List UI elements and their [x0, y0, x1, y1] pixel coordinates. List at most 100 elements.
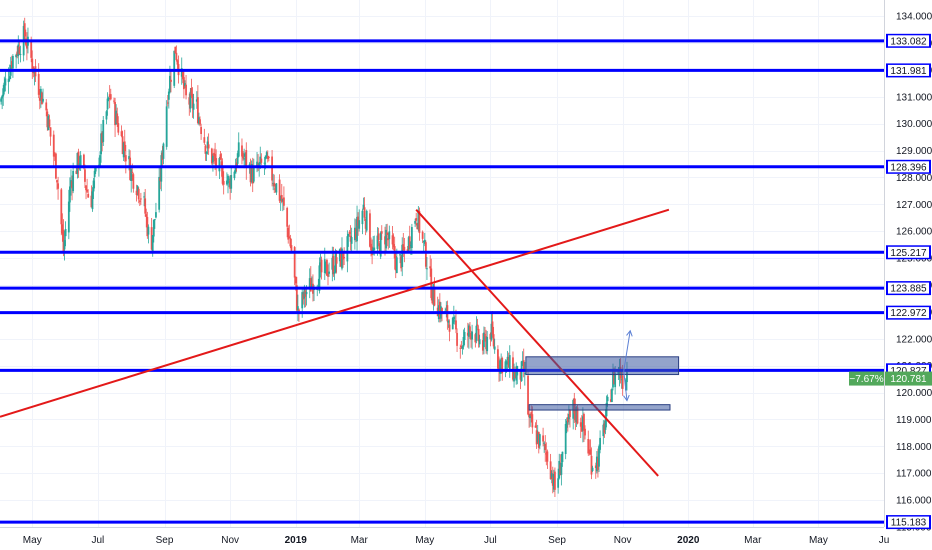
candle-body [332, 255, 335, 275]
candle-body [485, 336, 487, 350]
projection-arrows[interactable] [623, 329, 633, 402]
candle-body [249, 165, 252, 183]
candle-body [15, 54, 18, 58]
horizontal-levels[interactable] [0, 39, 884, 524]
candle-body [117, 123, 120, 133]
candle-body [86, 189, 89, 192]
candle-body [429, 266, 432, 269]
candle-body [410, 227, 413, 249]
candle-body [543, 442, 546, 444]
candle-body [349, 235, 352, 242]
level-badge-inner [888, 35, 929, 47]
candle-body [151, 235, 154, 252]
candle-body [620, 379, 623, 381]
candle-body [200, 127, 203, 134]
candle-body [220, 161, 223, 166]
candle-body [530, 412, 533, 417]
candle-body [67, 201, 70, 233]
candle-body [228, 178, 230, 180]
candle-body [205, 152, 208, 154]
candle-body [42, 98, 44, 102]
candle-body [271, 156, 273, 181]
candle-body [170, 79, 172, 82]
candlestick-series [0, 17, 628, 498]
candle-body [241, 145, 243, 157]
candle-body [8, 76, 11, 80]
candle-body [364, 218, 367, 229]
candle-body [259, 156, 262, 164]
candle-body [144, 198, 147, 214]
y-tick-label: 130.000 [896, 119, 932, 130]
candle-body [551, 476, 554, 486]
candle-body [309, 278, 312, 292]
zone-rect[interactable] [525, 356, 680, 376]
candle-body [137, 188, 140, 200]
candle-body [371, 246, 373, 255]
arrow-head[interactable] [626, 329, 633, 337]
candle-body [93, 170, 96, 177]
trend-lines[interactable] [0, 208, 670, 477]
candle-body [166, 102, 169, 104]
candle-body [612, 371, 614, 388]
candle-body [475, 325, 478, 341]
arrow-shaft[interactable] [623, 330, 631, 372]
candle-body [513, 369, 515, 382]
candle-body [386, 232, 389, 235]
candle-body [69, 186, 71, 203]
arrow-head[interactable] [623, 394, 630, 402]
candle-body [471, 331, 474, 340]
candle-body [512, 357, 514, 380]
candle-body [79, 155, 82, 166]
x-tick-label: 2019 [285, 535, 308, 546]
candle-body [409, 245, 412, 247]
candle-body [401, 244, 404, 268]
candle-body [78, 163, 81, 166]
candle-body [460, 345, 463, 347]
candle-body [244, 153, 247, 157]
candle-body [534, 425, 537, 428]
candle-body [561, 451, 564, 463]
candle-body [415, 218, 418, 221]
y-tick-label: 119.000 [896, 415, 932, 426]
level-badge-inner [888, 246, 929, 258]
candle-body [466, 332, 469, 336]
candle-body [595, 456, 598, 472]
candle-body [611, 389, 613, 403]
candle-body [507, 357, 510, 368]
candle-body [417, 210, 420, 230]
candle-body [519, 369, 522, 380]
candle-body [574, 410, 577, 421]
zone-rect[interactable] [528, 404, 671, 411]
zone-rectangles[interactable] [525, 356, 680, 411]
candle-body [528, 413, 531, 418]
x-tick-label: May [809, 535, 828, 546]
price-badges: 133.082 131.981 128.396 125.217 123.885 122.9… [849, 33, 932, 530]
candle-body [136, 186, 139, 192]
time-axis[interactable]: May Jul Sep Nov 2019 Mar May Jul Sep Nov 2020 Mar Ma… [23, 535, 889, 546]
candle-body [46, 111, 49, 128]
candle-body [441, 308, 443, 314]
candle-body [213, 152, 215, 156]
candle-body [602, 424, 605, 437]
candle-body [426, 268, 428, 270]
candle-body [304, 290, 307, 297]
candle-body [554, 471, 556, 490]
candle-body [621, 375, 624, 389]
candle-body [508, 355, 511, 372]
level-badge-inner [888, 364, 929, 376]
candle-body [76, 152, 79, 174]
candle-body [47, 116, 50, 131]
candle-body [61, 224, 64, 234]
candle-body [49, 127, 52, 137]
candle-body [147, 226, 150, 235]
candle-body [501, 358, 504, 374]
candle-body [152, 219, 155, 237]
trend-line[interactable] [415, 209, 659, 477]
trend-line[interactable] [0, 208, 670, 418]
candle-body [394, 256, 397, 271]
candle-body [280, 195, 283, 202]
candle-body [347, 233, 350, 237]
candle-body [385, 229, 387, 249]
arrow-shaft[interactable] [623, 370, 628, 401]
